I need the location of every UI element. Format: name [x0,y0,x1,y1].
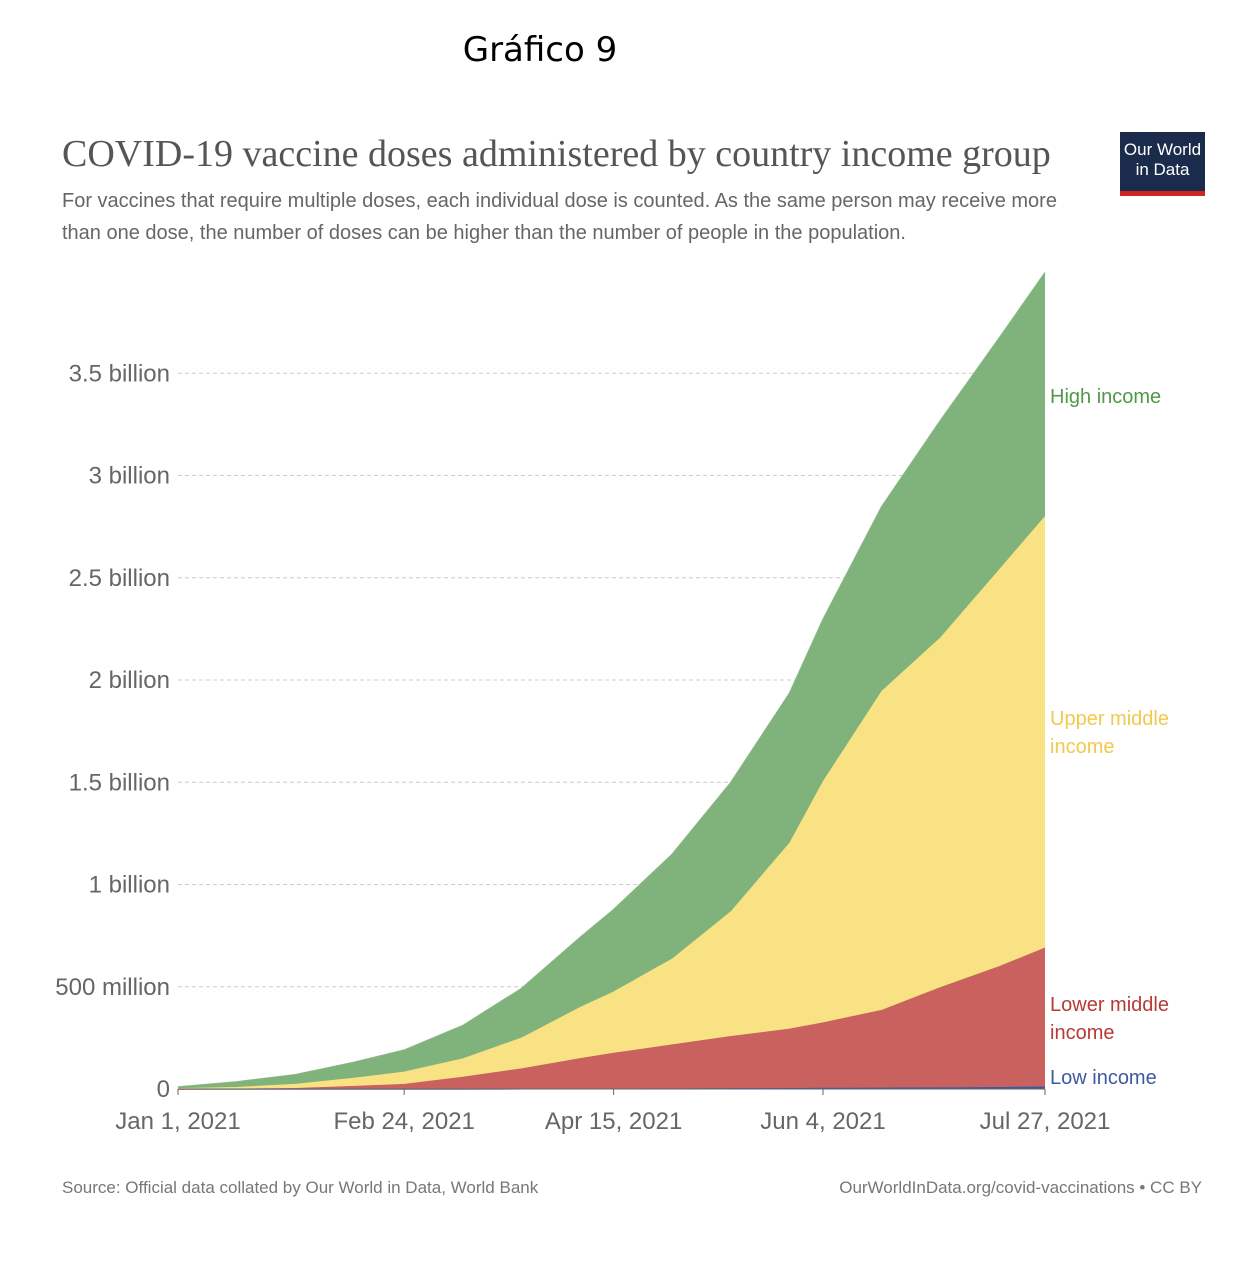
x-tick-label: Feb 24, 2021 [333,1108,474,1135]
y-tick-label: 0 [157,1076,170,1103]
source-url[interactable]: OurWorldInData.org/covid-vaccinations • … [839,1178,1202,1197]
y-tick-label: 3.5 billion [69,360,170,387]
y-tick-label: 2 billion [89,667,170,694]
y-tick-label: 1 billion [89,872,170,899]
series-label-text: Lower middle [1050,994,1169,1016]
series-label-lower-middle-income: Lower middle income [1050,994,1169,1044]
source-note: Source: Official data collated by Our Wo… [62,1178,539,1197]
chart-subtitle: For vaccines that require multiple doses… [62,190,1057,244]
chart-title: COVID-19 vaccine doses administered by c… [62,133,1051,175]
logo-line-1: Our World [1123,140,1202,159]
series-label-low-income: Low income [1050,1067,1157,1089]
series-label-text: High income [1050,386,1161,408]
x-tick-label: Apr 15, 2021 [545,1108,682,1135]
area-high-income[interactable] [178,272,1045,1089]
y-tick-label: 3 billion [89,463,170,490]
area-lower-middle-income[interactable] [178,947,1045,1089]
y-tick-label: 2.5 billion [69,565,170,592]
series-label-text: income [1050,1022,1114,1044]
series-label-text: Upper middle [1050,708,1169,730]
owid-logo[interactable]: Our World in Data [1120,132,1205,196]
series-label-text: Low income [1050,1067,1157,1089]
x-tick-label: Jun 4, 2021 [760,1108,885,1135]
series-label-high-income: High income [1050,386,1161,408]
x-tick-label: Jan 1, 2021 [115,1108,240,1135]
line-high-income [177,272,1046,1088]
y-tick-label: 500 million [55,974,170,1001]
area-series [177,272,1046,1090]
series-label-upper-middle-income: Upper middle income [1050,708,1169,758]
page-heading: Gráfico 9 [462,30,618,70]
x-tick-label: Jul 27, 2021 [980,1108,1111,1135]
logo-line-2: in Data [1135,160,1190,179]
axes: 0 500 million 1 billion 1.5 billion 2 billio… [55,360,1110,1135]
series-label-text: income [1050,736,1114,758]
area-upper-middle-income[interactable] [178,515,1045,1089]
y-tick-label: 1.5 billion [69,769,170,796]
